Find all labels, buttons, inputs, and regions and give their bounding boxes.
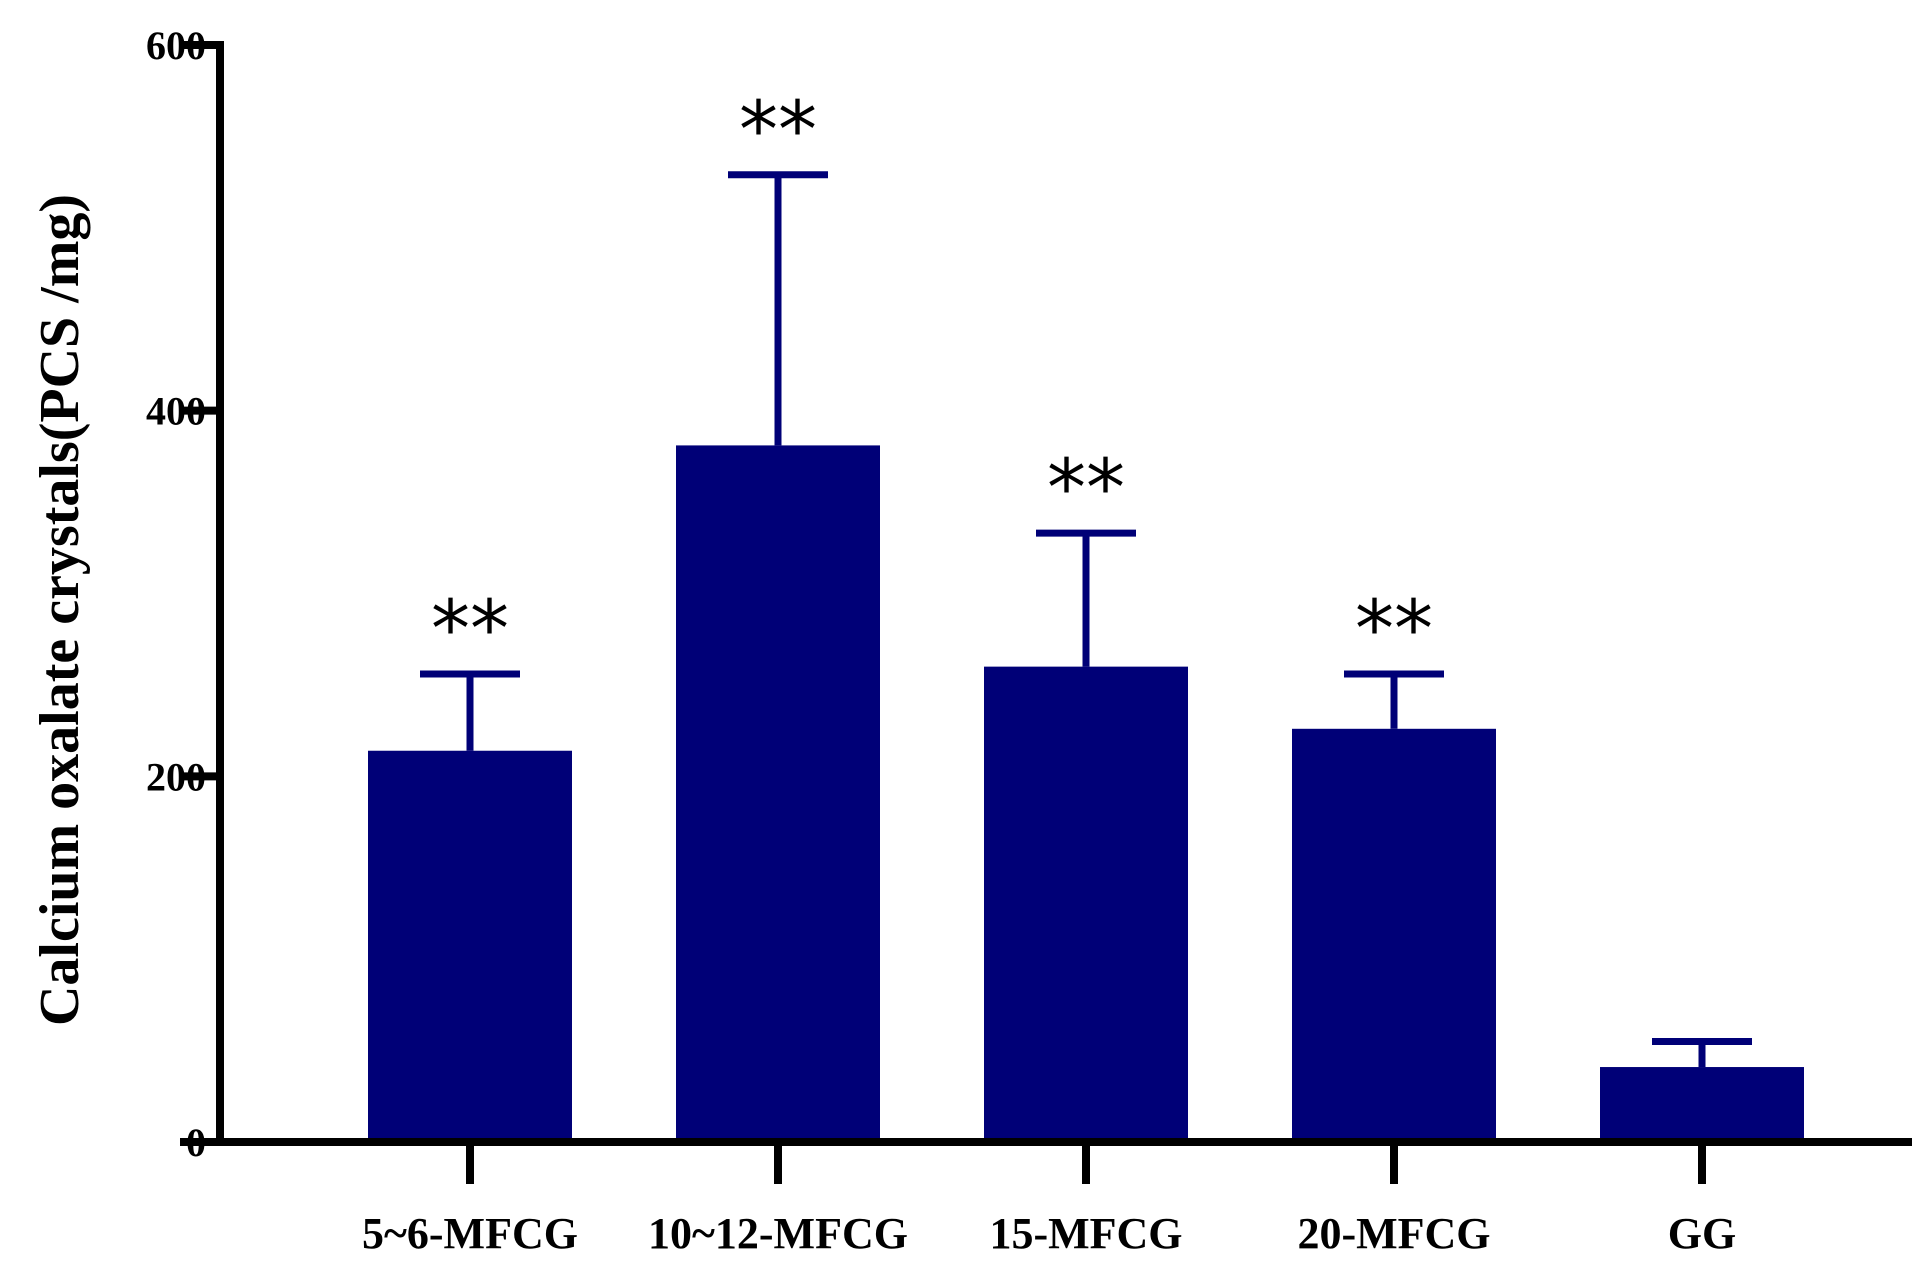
x-tick-label-4: 20-MFCG bbox=[1297, 1209, 1490, 1258]
y-tick-label-4: 600 bbox=[146, 23, 206, 68]
y-tick-label-1: 0 bbox=[186, 1120, 206, 1165]
y-tick-label-2: 200 bbox=[146, 754, 206, 799]
y-tick-label-3: 400 bbox=[146, 389, 206, 434]
bar-4 bbox=[1292, 728, 1496, 1142]
bar-5 bbox=[1600, 1067, 1804, 1142]
significance-label-4: ** bbox=[1355, 585, 1433, 675]
x-tick-label-1: 5~6-MFCG bbox=[362, 1209, 578, 1258]
plot-area: ** ** ** ** bbox=[368, 86, 1804, 1142]
bar-1 bbox=[368, 750, 572, 1142]
x-tick-label-5: GG bbox=[1668, 1209, 1736, 1258]
significance-label-3: ** bbox=[1047, 444, 1125, 534]
y-axis-title: Calcium oxalate crystals(PCS /mg) bbox=[29, 194, 91, 1026]
x-tick-label-3: 15-MFCG bbox=[989, 1209, 1182, 1258]
significance-label-1: ** bbox=[431, 585, 509, 675]
axes: 5~6-MFCG 10~12-MFCG 15-MFCG 20-MFCG GG 0 200 40… bbox=[146, 23, 1912, 1258]
bar-2 bbox=[676, 445, 880, 1142]
bar-3 bbox=[984, 666, 1188, 1142]
x-tick-label-2: 10~12-MFCG bbox=[648, 1209, 908, 1258]
significance-label-2: ** bbox=[739, 86, 817, 176]
